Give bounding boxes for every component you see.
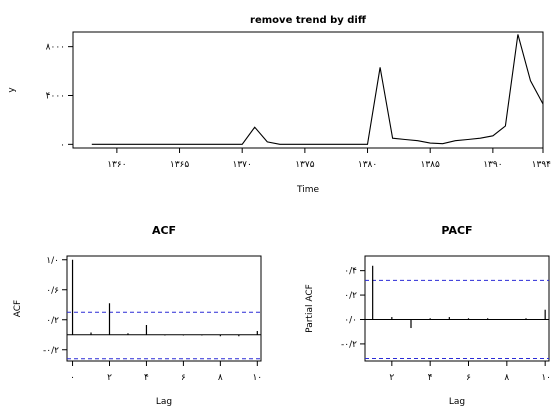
top-x-tick-label: ۱۳۸۰ (358, 160, 377, 170)
acf-y-axis-label: ACF (13, 300, 23, 317)
acf-x-axis-label: Lag (156, 397, 172, 407)
acf-y-tick-label: ۰/۲ (46, 316, 59, 326)
pacf-x-axis-label: Lag (449, 397, 465, 407)
top-series-line (91, 34, 544, 145)
top-x-tick-label: ۱۳۷۰ (233, 160, 252, 170)
pacf-y-axis-label: Partial ACF (305, 284, 315, 333)
acf-x-tick-label: ۶ (181, 373, 186, 383)
acf-x-tick-label: ۸ (218, 373, 223, 383)
pacf-x-tick-label: ۶ (466, 373, 471, 383)
pacf-y-tick-label: ۰/۴ (344, 267, 357, 277)
top-y-axis-label: y (7, 87, 17, 93)
acf-y-tick-label: ۱/۰ (46, 256, 59, 266)
pacf-plot-frame (364, 255, 550, 362)
acf-y-tick-label: -۰/۲ (43, 346, 59, 356)
pacf-x-tick-label: ۲ (389, 373, 394, 383)
acf-x-tick-label: ۴ (144, 373, 149, 383)
top-x-tick-label: ۱۳۶۵ (170, 160, 190, 170)
pacf-y-tick-label: -۰/۲ (341, 340, 357, 350)
top-x-tick-label: ۱۳۹۴ (532, 160, 551, 170)
acf-title: ACF (152, 224, 176, 237)
pacf-y-tick-label: ۰/۲ (344, 291, 357, 301)
top-y-tick-label: ۴۰۰۰ (46, 91, 65, 101)
acf-x-tick-label: ۱۰ (252, 373, 262, 383)
top-x-tick-label: ۱۳۶۰ (107, 160, 126, 170)
top-x-tick-label: ۱۳۸۵ (421, 160, 441, 170)
acf-plot-frame (66, 255, 262, 362)
top-plot-frame (72, 31, 544, 149)
top-x-tick-label: ۱۳۹۰ (483, 160, 502, 170)
acf-x-tick-label: ۰ (70, 373, 75, 383)
acf-x-tick-label: ۲ (107, 373, 112, 383)
top-x-axis-label: Time (296, 185, 319, 195)
top-y-tick-label: ۸۰۰۰ (46, 43, 65, 53)
top-x-tick-label: ۱۳۷۵ (295, 160, 315, 170)
pacf-x-tick-label: ۴ (428, 373, 433, 383)
pacf-title: PACF (441, 224, 472, 237)
acf-y-tick-label: ۰/۶ (46, 286, 59, 296)
top-title: remove trend by diff (250, 15, 367, 26)
pacf-y-tick-label: ۰/۰ (344, 315, 357, 325)
pacf-x-tick-label: ۱۰ (541, 373, 551, 383)
top-y-tick-label: ۰ (60, 140, 65, 150)
pacf-x-tick-label: ۸ (504, 373, 509, 383)
